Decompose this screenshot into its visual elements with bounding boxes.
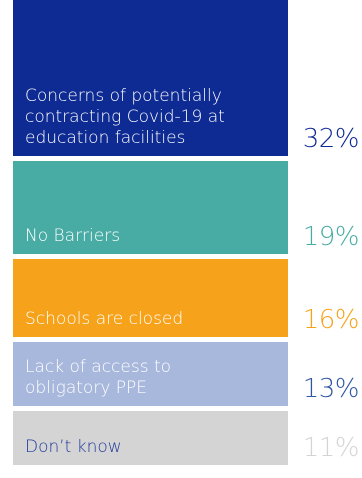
- category-label: Don’t know: [25, 437, 122, 457]
- bar-segment: No Barriers: [13, 161, 288, 254]
- value-label: 11%: [302, 433, 360, 463]
- category-label: Lack of access to obligatory PPE: [25, 357, 172, 398]
- value-label: 32%: [302, 124, 360, 154]
- value-label: 13%: [302, 374, 360, 404]
- bar-segment: Concerns of potentially contracting Covi…: [13, 0, 288, 156]
- category-label: Schools are closed: [25, 309, 184, 329]
- bar-segment: Schools are closed: [13, 259, 288, 337]
- bar-segment: Lack of access to obligatory PPE: [13, 342, 288, 406]
- category-label: No Barriers: [25, 226, 121, 246]
- value-label: 16%: [302, 305, 360, 335]
- category-label: Concerns of potentially contracting Covi…: [25, 86, 225, 148]
- bar-segment: Don’t know: [13, 411, 288, 465]
- value-label: 19%: [302, 222, 360, 252]
